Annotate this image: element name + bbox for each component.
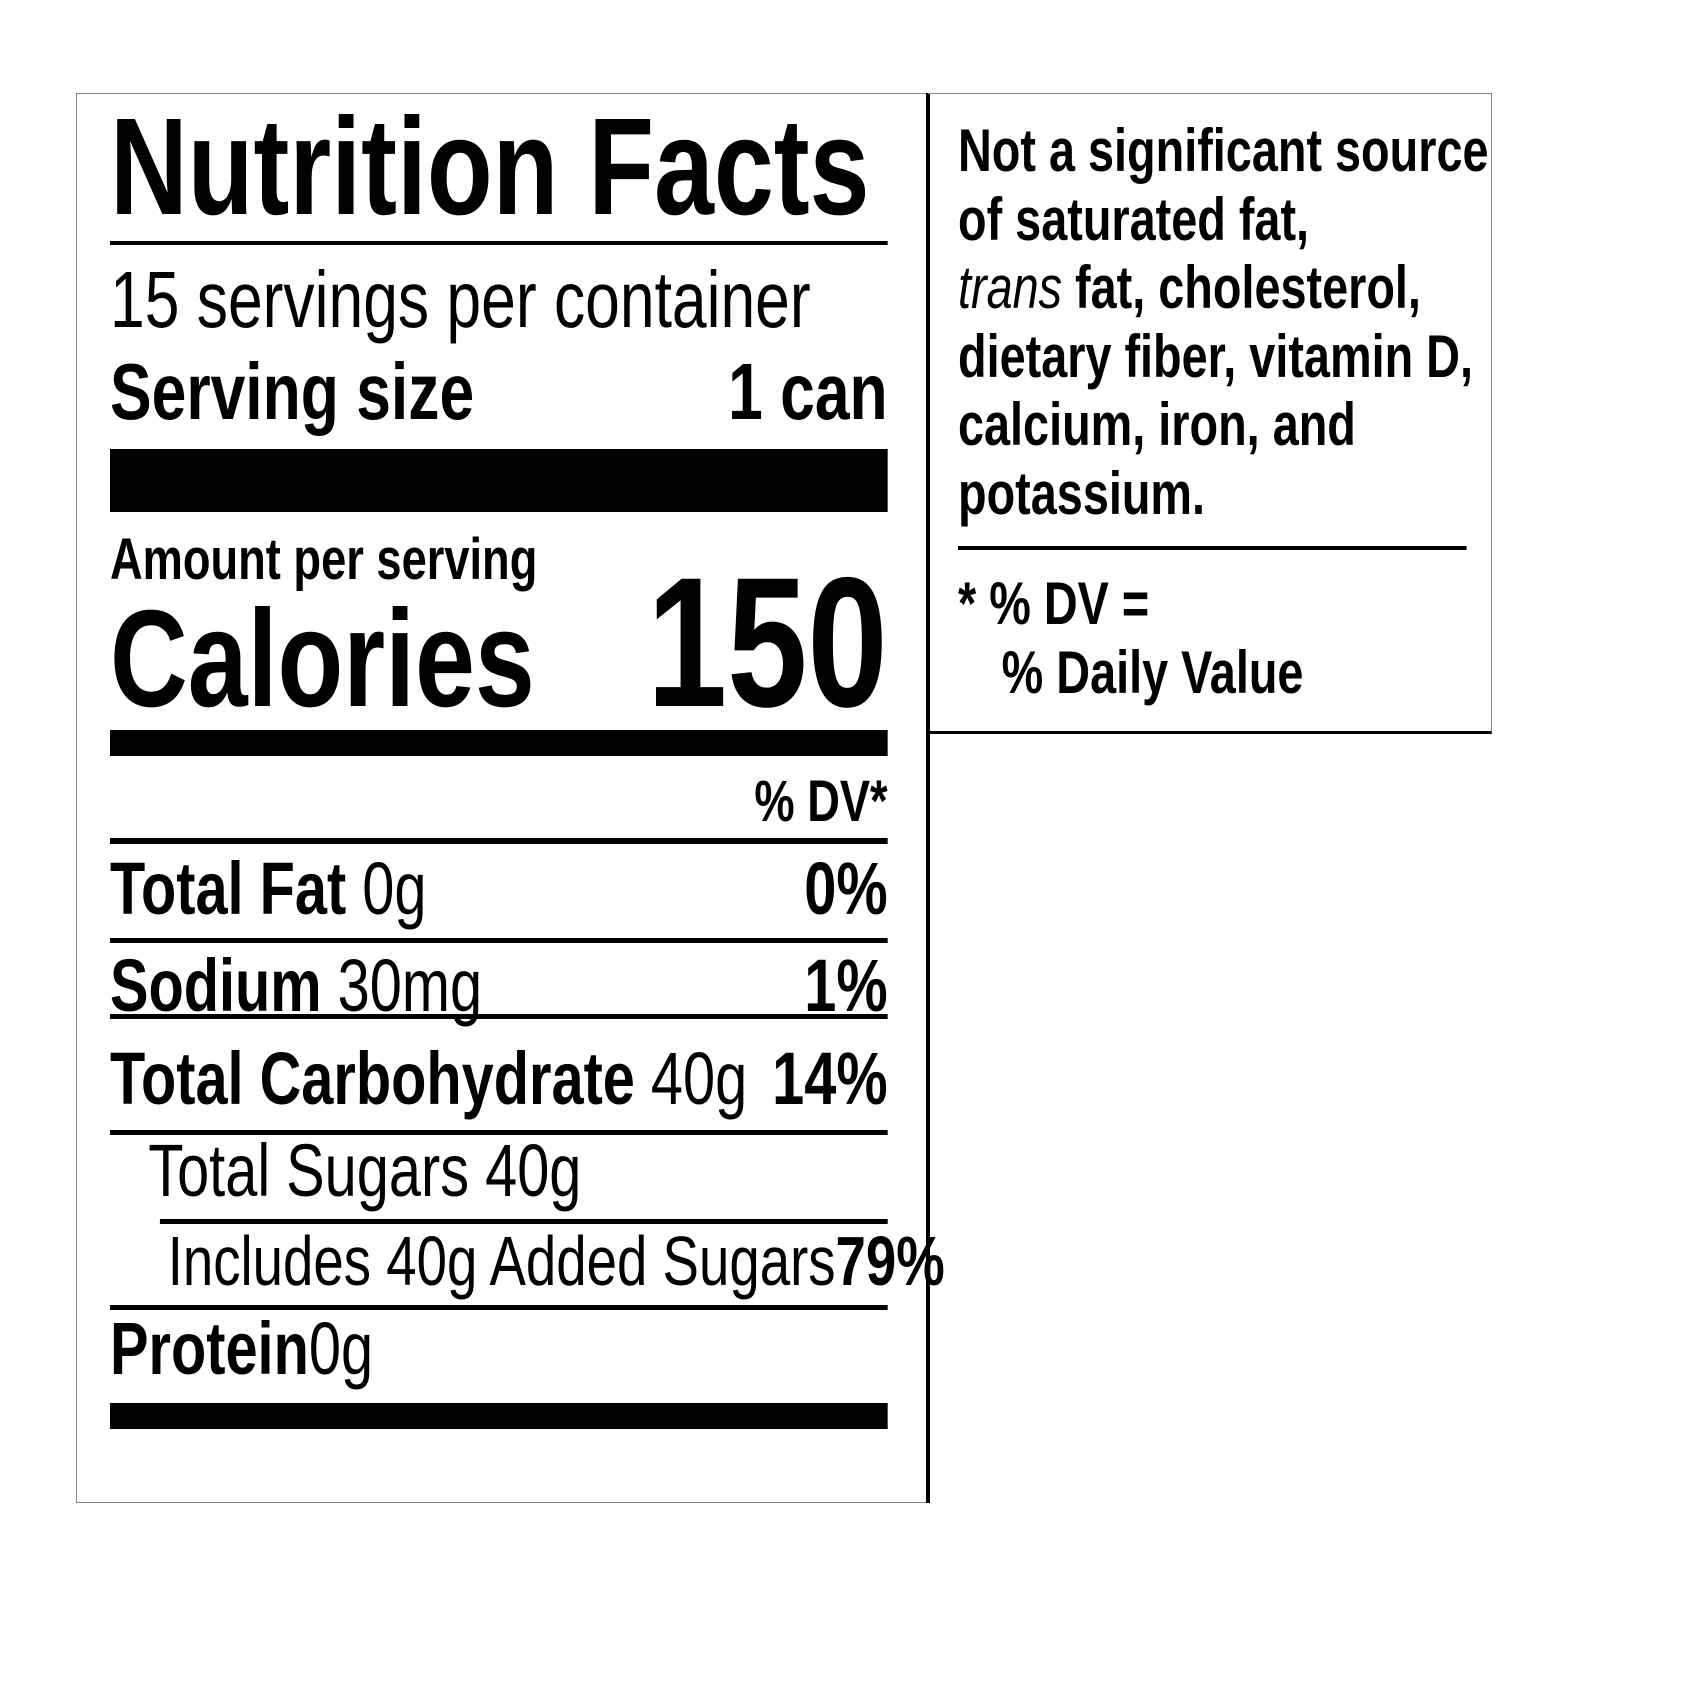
rule: [110, 938, 888, 943]
title: Nutrition Facts: [110, 90, 870, 244]
divider: [926, 93, 930, 1503]
nutrient-name: Total Carbohydrate: [110, 1037, 635, 1120]
rule: [110, 241, 888, 245]
nutrient-name: Protein: [110, 1307, 309, 1390]
dv-note: * % DV = % Daily Value: [958, 570, 1303, 707]
nutrient: Sodium 30mg: [110, 949, 482, 1023]
nutrient-row: Total Carbohydrate 40g 14%: [110, 1042, 888, 1116]
calories-value: 150: [646, 540, 888, 746]
amount-per-serving: Amount per serving: [110, 527, 538, 592]
rule: [958, 546, 1467, 550]
thick-bar: [110, 449, 888, 512]
sub-nutrient-text: Includes 40g Added Sugars: [167, 1222, 836, 1300]
nutrient-amount: 0g: [308, 1307, 374, 1390]
note-border: [928, 93, 1492, 734]
calories-row: Calories 150: [110, 551, 888, 736]
nutrient-name: Total Fat: [110, 847, 347, 930]
note-line: of saturated fat,: [958, 185, 1310, 253]
note-line: trans fat, cholesterol,: [958, 254, 1489, 323]
nutrient: Total Fat 0g: [110, 852, 426, 926]
medium-bar: [110, 1403, 888, 1429]
medium-bar: [110, 730, 888, 756]
nutrient-dv: 0%: [804, 847, 888, 930]
calories-label: Calories: [110, 582, 535, 736]
nutrient-amount: 40g: [650, 1037, 748, 1120]
rule: [110, 1130, 888, 1135]
note: Not a significant source of saturated fa…: [958, 0, 1489, 720]
dv-header: % DV*: [754, 769, 888, 834]
note-line: Not a significant source: [958, 117, 1489, 184]
nutrient-amount: 0g: [362, 847, 427, 930]
rule: [110, 1305, 888, 1310]
rule: [110, 1014, 888, 1019]
note-line: calcium, iron, and: [958, 391, 1356, 459]
sub-nutrient-row: Includes 40g Added Sugars 79%: [167, 1222, 945, 1300]
dv-note-line: % Daily Value: [1001, 638, 1304, 706]
nutrient-dv: 1%: [804, 944, 888, 1027]
nutrient-row: Protein 0g: [110, 1312, 888, 1386]
nutrient-row: Total Fat 0g 0%: [110, 852, 888, 926]
nutrient-name: Sodium: [110, 944, 322, 1027]
note-text-part: fat, cholesterol,: [1062, 254, 1421, 322]
rule: [110, 838, 888, 844]
rule: [159, 1219, 888, 1224]
sub-nutrient-row: Total Sugars 40g: [148, 1129, 582, 1212]
note-line: dietary fiber, vitamin D,: [958, 322, 1473, 390]
note-text: Not a significant source of saturated fa…: [958, 117, 1489, 529]
nutrient-row: Sodium 30mg 1%: [110, 949, 888, 1023]
panel-border: [76, 93, 928, 1503]
nutrient-dv: 79%: [835, 1222, 945, 1300]
nutrient: Total Carbohydrate 40g: [110, 1042, 747, 1116]
note-italic: trans: [958, 254, 1063, 322]
note-line: potassium.: [958, 459, 1206, 527]
dv-note-line: * % DV =: [958, 570, 1150, 637]
serving-size-value: 1 can: [728, 347, 888, 436]
serving-size: Serving size 1 can: [110, 352, 888, 432]
nutrient-amount: 30mg: [337, 944, 483, 1027]
label: Nutrition Facts 15 servings per containe…: [110, 0, 945, 1500]
nutrient-dv: 14%: [772, 1037, 888, 1120]
servings: 15 servings per container: [110, 255, 811, 344]
serving-size-label: Serving size: [110, 347, 475, 436]
